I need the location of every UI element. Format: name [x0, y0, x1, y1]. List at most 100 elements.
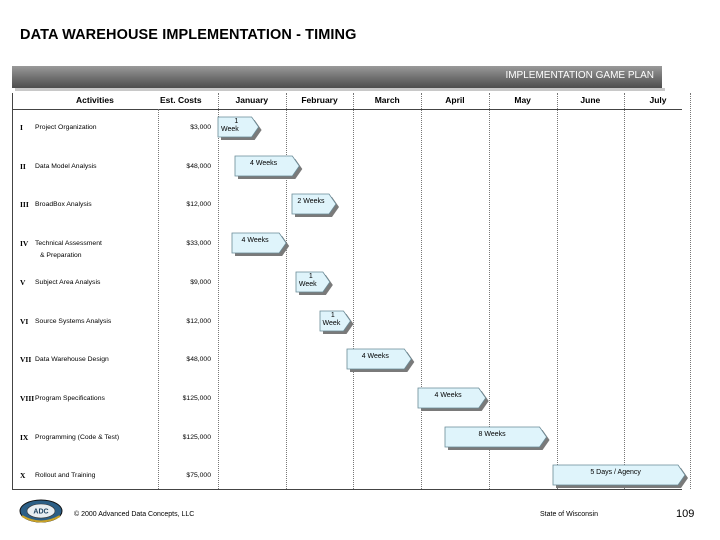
task-bar: 4 Weeks [234, 155, 305, 180]
task-duration-label: 1 Week [221, 118, 252, 134]
task-duration-label: 4 Weeks [434, 391, 462, 399]
company-logo: ADC [19, 499, 63, 523]
task-bar: 1 Week [319, 310, 356, 335]
task-duration-line: 1 [330, 311, 335, 319]
task-bar-shape [417, 387, 489, 411]
phase-number: II [20, 161, 26, 171]
task-bar-body [417, 387, 486, 409]
phase-number: IX [20, 432, 29, 442]
activity-label: Subject Area Analysis [35, 278, 101, 286]
task-bar-body [319, 310, 351, 331]
task-bar-body [292, 193, 337, 215]
banner-shadow [15, 88, 665, 91]
logo-text: ADC [33, 509, 48, 516]
task-duration-label: 4 Weeks [241, 237, 269, 245]
copyright-text: © 2000 Advanced Data Concepts, LLC [74, 511, 195, 518]
task-bar: 1 Week [295, 271, 336, 296]
estimated-cost: $9,000 [190, 278, 211, 286]
activity-label: Data Warehouse Design [35, 356, 109, 364]
estimated-cost: $12,000 [186, 317, 211, 325]
estimated-cost: $125,000 [182, 394, 211, 402]
phase-number: III [20, 200, 29, 210]
task-bar-body [234, 155, 300, 177]
task-duration-line: Week [298, 280, 317, 288]
task-bar: 2 Weeks [292, 193, 342, 218]
task-bar: 4 Weeks [231, 232, 292, 257]
phase-number: VI [20, 316, 29, 326]
task-duration-label: 8 Weeks [478, 430, 506, 438]
header-divider [12, 109, 682, 110]
task-bar-shape [231, 232, 289, 257]
month-divider [353, 93, 355, 489]
task-bar-body [295, 271, 331, 293]
task-bar-shape [552, 464, 689, 489]
task-bar-shape [346, 348, 414, 373]
header-month-july: July [649, 95, 667, 105]
month-divider [556, 93, 558, 489]
activity-label: BroadBox Analysis [35, 201, 92, 209]
task-bar-shape [319, 310, 354, 334]
task-bar: 8 Weeks [444, 426, 553, 451]
task-duration-line: 1 [234, 118, 239, 125]
page-title: DATA WAREHOUSE IMPLEMENTATION - TIMING [20, 27, 357, 43]
estimated-cost: $12,000 [186, 201, 211, 209]
task-duration-line: Week [322, 319, 341, 327]
header-month-june: June [580, 95, 601, 105]
task-duration-label: 5 Days / Agency [590, 469, 641, 477]
estimated-cost: $125,000 [182, 433, 211, 441]
task-duration-line: Week [221, 126, 239, 133]
task-bar-shape [217, 116, 262, 140]
task-bar: 1 Week [217, 116, 265, 141]
task-duration-label: 4 Weeks [250, 159, 278, 167]
estimated-cost: $3,000 [190, 124, 211, 131]
estimated-cost: $48,000 [186, 356, 211, 364]
activity-label-continued: & Preparation [40, 252, 82, 260]
task-bar: 4 Weeks [417, 387, 492, 412]
task-duration-label: 4 Weeks [361, 353, 389, 361]
month-divider [285, 93, 287, 489]
task-duration-label: 1 Week [323, 312, 343, 328]
phase-number: V [20, 277, 26, 287]
phase-number: X [20, 471, 26, 481]
task-bar-shape [292, 193, 340, 218]
activity-label: Program Specifications [35, 394, 105, 402]
header-month-january: January [235, 95, 269, 105]
estimated-cost: $75,000 [186, 472, 211, 480]
header-activities: Activities [76, 95, 114, 105]
estimated-cost: $33,000 [186, 240, 211, 248]
activity-label: Technical Assessment [35, 240, 102, 248]
month-divider [689, 93, 691, 489]
month-divider [624, 93, 626, 489]
activity-label: Programming (Code & Test) [35, 433, 120, 441]
activity-label: Project Organization [35, 124, 97, 131]
phase-number: I [20, 123, 23, 132]
month-divider [488, 93, 490, 489]
client-name: State of Wisconsin [540, 511, 598, 518]
phase-number: VII [20, 355, 32, 365]
header-month-may: May [514, 95, 531, 105]
estimated-cost: $48,000 [186, 162, 211, 170]
task-bar-shape [234, 155, 303, 179]
header-costs: Est. Costs [160, 95, 202, 105]
header-month-april: April [445, 95, 465, 105]
month-divider [218, 93, 219, 489]
task-bar-body [346, 348, 412, 370]
task-bar-body [217, 116, 260, 138]
activity-label: Rollout and Training [35, 472, 96, 480]
task-bar: 5 Days / Agency [552, 464, 691, 489]
task-duration-label: 1 Week [299, 273, 323, 289]
header-month-march: March [374, 95, 400, 105]
month-divider [421, 93, 423, 489]
task-bar-body [552, 464, 686, 486]
activity-label: Data Model Analysis [35, 162, 97, 170]
task-bar-shape [444, 426, 550, 450]
grid-bottom-border [12, 489, 682, 490]
phase-number: IV [20, 239, 29, 249]
page-number: 109 [676, 508, 695, 520]
grid-left-border [12, 93, 13, 489]
cost-divider [158, 109, 159, 489]
task-bar-shape [295, 271, 333, 295]
activity-label: Source Systems Analysis [35, 317, 112, 325]
banner-label: IMPLEMENTATION GAME PLAN [505, 70, 654, 81]
gantt-chart: Activities Est. Costs January February Mar… [12, 93, 691, 490]
